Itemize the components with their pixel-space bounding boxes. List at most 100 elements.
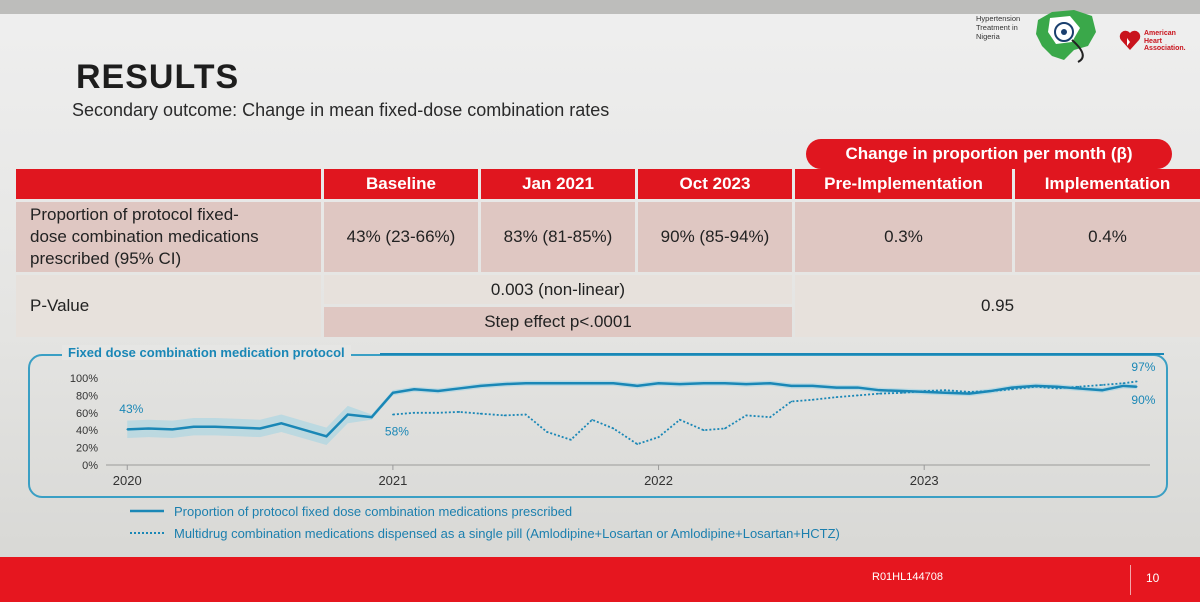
logo-area: Hypertension Treatment in Nigeria Americ… [968,6,1200,72]
data-point [702,382,705,385]
y-tick-label: 20% [76,443,98,455]
row-label-line: prescribed (95% CI) [30,249,182,268]
data-point [392,391,394,394]
data-point [479,385,482,387]
chart-annotation: 58% [385,424,409,438]
data-point [591,418,593,421]
x-tick-label: 2023 [910,473,939,488]
data-point [1077,387,1080,390]
nonlinear-pvalue: 0.003 (non-linear) [324,275,792,304]
data-point [745,414,748,417]
data-point [1135,380,1138,383]
data-point [769,382,771,385]
data-point [171,428,174,431]
data-point [835,396,838,398]
data-point [878,389,880,391]
header-empty-cell [16,169,321,199]
data-point [636,385,639,387]
chart-title: Fixed dose combination medication protoc… [62,345,351,360]
data-point [902,391,904,394]
legend-item-solid: Proportion of protocol fixed dose combin… [130,500,840,522]
aha-logo-line: American [1144,30,1176,37]
data-point [524,382,527,385]
data-point [1011,388,1013,391]
data-point [503,383,506,385]
footer-separator [1130,565,1131,595]
data-point [968,392,971,395]
jan-2021-value: 83% (81-85%) [481,202,635,272]
pre-implementation-value: 0.3% [795,202,1012,272]
data-point [392,413,394,416]
results-table: Baseline Jan 2021 Oct 2023 Pre-Implement… [16,169,1200,337]
data-point [1034,385,1037,388]
data-point [546,382,548,385]
data-point [479,412,482,415]
data-point [1056,387,1058,390]
aha-logo-line: Association. [1144,45,1186,52]
data-point [724,382,726,385]
data-point [856,386,859,389]
row-label-line: dose combination medications [30,227,259,246]
htn-logo-line: Hypertension [976,14,1021,23]
data-point [591,382,593,385]
data-point [679,418,681,421]
chart-annotation: 97% [1131,360,1155,374]
data-point [968,391,971,393]
header-jan-2021: Jan 2021 [481,169,635,199]
header-oct-2023: Oct 2023 [638,169,792,199]
beta-pvalue: 0.95 [795,275,1200,337]
htn-logo-line: Treatment in [976,23,1018,32]
data-point [238,426,240,429]
header-pre-implementation: Pre-Implementation [795,169,1012,199]
legend-solid-swatch [130,509,164,513]
step-effect-pvalue: Step effect p<.0001 [324,307,792,337]
data-point [878,392,880,395]
data-point [304,429,307,432]
data-point [1135,385,1138,388]
data-point [1101,384,1103,386]
data-point [437,390,439,392]
data-point [325,435,328,438]
row-label-line: Proportion of protocol fixed- [30,205,239,224]
data-point [902,390,904,392]
grant-number: R01HL144708 [872,571,943,583]
data-point [612,427,615,430]
data-point [679,383,681,385]
data-point [458,411,461,413]
data-point [346,413,349,416]
data-point [503,414,506,417]
baseline-value: 43% (23-66%) [324,202,478,272]
y-tick-label: 100% [70,373,98,385]
chart-panel [28,354,1168,498]
chart-annotation: 90% [1131,393,1155,407]
page-subtitle: Secondary outcome: Change in mean fixed-… [72,100,610,120]
aha-logo-line: Heart [1144,37,1162,45]
data-point [413,412,415,414]
data-point [923,390,925,392]
data-point [214,425,216,428]
x-tick-label: 2020 [113,473,142,488]
data-point [835,386,838,389]
htn-logo-line: Nigeria [976,32,1000,41]
data-point [790,385,793,387]
data-point [1122,385,1125,387]
y-tick-label: 80% [76,390,98,402]
y-tick-label: 60% [76,408,98,420]
data-point [856,394,859,397]
data-point [811,398,814,401]
data-point [657,436,660,438]
legend-item-dotted: Multidrug combination medications dispen… [130,522,840,544]
data-point [437,412,439,414]
row-label-proportion-text: Proportion of protocol fixed- dose combi… [30,204,259,270]
page-title: RESULTS [76,58,240,96]
data-point [989,390,992,392]
data-point [657,382,660,385]
data-point [944,391,947,394]
data-point [458,387,461,390]
legend-label: Proportion of protocol fixed dose combin… [174,503,573,519]
legend-dotted-swatch [130,532,164,534]
data-point [259,427,261,430]
implementation-value: 0.4% [1015,202,1200,272]
data-point [612,382,615,385]
